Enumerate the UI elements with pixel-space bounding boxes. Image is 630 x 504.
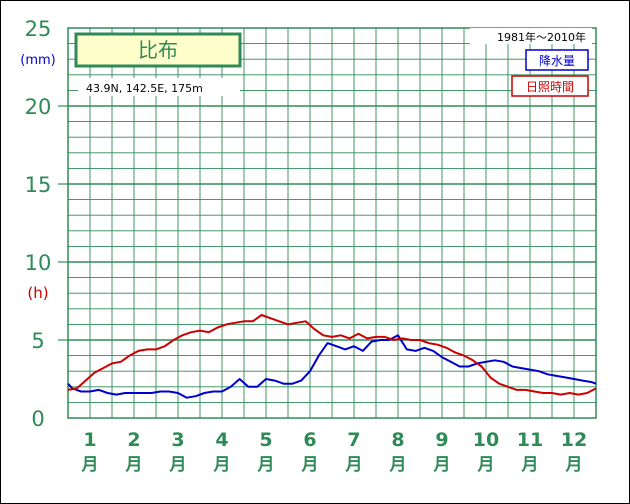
month-number-label: 6 [303,429,316,451]
x-axis-month-labels: 1 月 2 月 3 月 4 月 5 月 6 月 7 月 8 月 9 月 10 月 11 月 12 月 [81,429,588,475]
month-number-label: 11 [517,429,543,451]
month-suffix-label: 月 [389,455,407,475]
month-number-label: 4 [215,429,228,451]
month-suffix-label: 月 [257,455,275,475]
month-suffix-label: 月 [477,455,495,475]
precip-series-line [67,334,597,399]
y-tick-label: 10 [25,251,52,275]
month-suffix-label: 月 [125,455,143,475]
month-number-label: 5 [259,429,272,451]
month-number-label: 10 [473,429,499,451]
series-layer [67,314,597,399]
chart-grid [58,27,597,419]
y-tick-label: 25 [25,17,52,41]
sunshine-unit-label: (h) [27,284,48,302]
legend-precip-label: 降水量 [539,54,575,68]
station-location: 43.9N, 142.5E, 175m [86,82,203,95]
month-number-label: 7 [347,429,360,451]
y-axis-ticks: 0 5 10 15 20 25 [25,17,52,431]
y-tick-label: 0 [31,407,44,431]
month-number-label: 1 [83,429,96,451]
y-tick-label: 5 [31,329,44,353]
sunshine-series-line [67,314,597,396]
legend-sunshine-label: 日照時間 [526,80,574,94]
station-name: 比布 [138,38,178,62]
month-number-label: 12 [561,429,587,451]
month-suffix-label: 月 [345,455,363,475]
precip-unit-label: (mm) [20,53,55,68]
month-suffix-label: 月 [433,455,451,475]
y-tick-label: 15 [25,173,52,197]
station-title-box [74,32,242,68]
legend-sunshine-box [511,75,589,97]
y-tick-label: 20 [25,95,52,119]
period-bg [470,28,592,44]
legend-precip-box [525,49,589,71]
month-suffix-label: 月 [169,455,187,475]
month-suffix-label: 月 [301,455,319,475]
month-number-label: 8 [391,429,404,451]
location-bg [78,78,240,96]
period-label: 1981年〜2010年 [497,30,586,44]
month-suffix-label: 月 [81,455,99,475]
month-number-label: 2 [127,429,140,451]
month-number-label: 9 [435,429,448,451]
month-suffix-label: 月 [213,455,231,475]
month-suffix-label: 月 [521,455,539,475]
month-number-label: 3 [171,429,184,451]
month-suffix-label: 月 [565,455,583,475]
